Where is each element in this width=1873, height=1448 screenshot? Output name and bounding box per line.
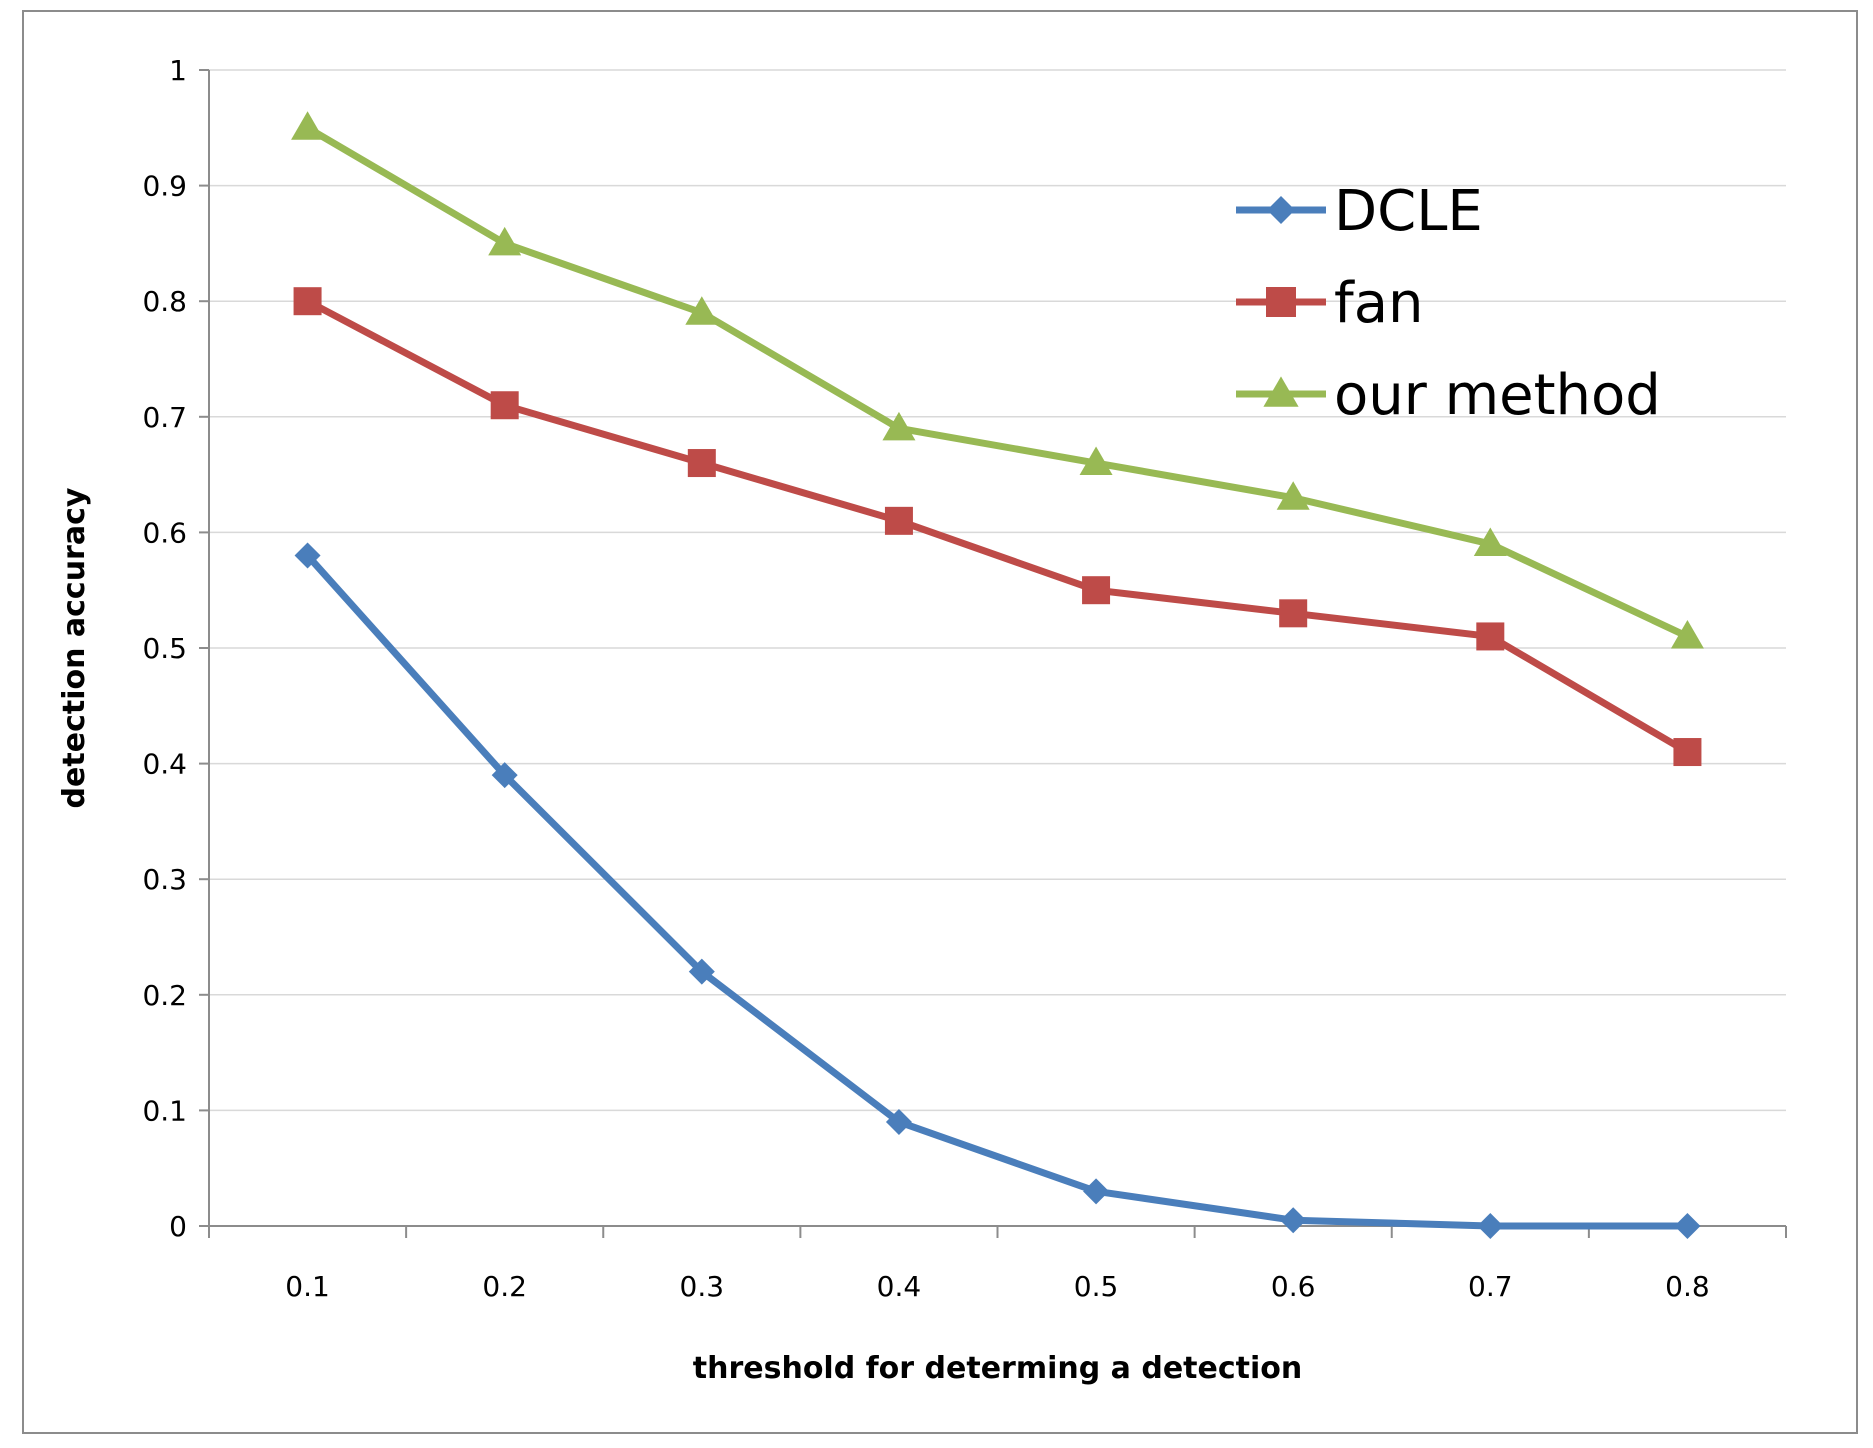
data-point-our-method [882, 411, 916, 441]
data-point-dcle [1280, 1207, 1307, 1234]
data-point-fan [687, 449, 716, 478]
y-tick-label: 0.6 [142, 516, 187, 549]
legend-marker-fan [1266, 287, 1296, 317]
y-tick-label: 0.3 [142, 863, 187, 896]
data-point-our-method [1079, 446, 1113, 476]
series-lines [304, 124, 1691, 1230]
data-point-our-method [291, 111, 325, 140]
series-line-fan [304, 297, 1691, 756]
series-line-our-method [304, 124, 1691, 640]
data-point-fan [1673, 738, 1702, 767]
y-axis-ticks: 0 0.1 0.2 0.3 0.4 0.5 0.6 0.7 0.8 0.9 1 [142, 54, 209, 1243]
data-point-our-method [488, 226, 522, 256]
legend-marker-our-method [1263, 376, 1299, 407]
data-point-our-method [685, 296, 719, 325]
series-line-dcle [304, 552, 1691, 1230]
y-tick-label: 0.4 [142, 748, 187, 781]
legend-item-our-method: our method [1236, 363, 1661, 428]
legend: DCLE fan our method [1236, 179, 1661, 428]
legend-item-fan: fan [1236, 271, 1424, 336]
data-point-fan [1279, 599, 1308, 628]
data-point-our-method [1473, 527, 1507, 556]
x-tick-label: 0.5 [1074, 1270, 1119, 1303]
legend-label-fan: fan [1334, 271, 1424, 336]
y-tick-label: 0.2 [142, 979, 187, 1012]
y-tick-label: 0.8 [142, 285, 187, 318]
x-tick-label: 0.4 [877, 1270, 922, 1303]
y-tick-label: 0 [169, 1210, 187, 1243]
series-markers [291, 111, 1704, 1239]
legend-label-dcle: DCLE [1334, 179, 1483, 244]
data-point-fan [490, 391, 519, 420]
data-point-fan [884, 506, 913, 535]
x-tick-label: 0.8 [1665, 1270, 1710, 1303]
x-tick-label: 0.2 [482, 1270, 527, 1303]
line-chart: 00.10.20.30.40.50.60.70.80.91 0.1 0.2 0.3 0… [57, 54, 1787, 1386]
legend-marker-dcle [1267, 196, 1295, 224]
y-axis-title: detection accuracy [57, 487, 92, 808]
data-point-our-method [1670, 619, 1704, 649]
data-point-fan [1082, 576, 1111, 605]
y-tick-label: 0.1 [142, 1094, 187, 1127]
data-point-dcle [885, 1108, 912, 1135]
x-axis-ticks: 0.1 0.2 0.3 0.4 0.5 0.6 0.7 0.8 [208, 1226, 1787, 1303]
x-tick-label: 0.1 [285, 1270, 330, 1303]
legend-item-dcle: DCLE [1236, 179, 1483, 244]
data-point-fan [1476, 622, 1505, 651]
x-tick-label: 0.7 [1468, 1270, 1513, 1303]
data-point-dcle [491, 762, 518, 789]
y-tick-label: 0.7 [142, 401, 187, 434]
x-tick-label: 0.6 [1271, 1270, 1316, 1303]
legend-label-our-method: our method [1334, 363, 1661, 428]
y-tick-label: 1 [169, 54, 187, 87]
data-point-dcle [1674, 1213, 1701, 1239]
data-point-our-method [1276, 481, 1310, 510]
data-point-fan [293, 287, 322, 316]
gridlines [209, 69, 1786, 1112]
x-tick-label: 0.3 [680, 1270, 725, 1303]
y-tick-label: 0.5 [142, 632, 187, 665]
chart-frame: 0 0.1 0.2 0.3 0.4 0.5 0.6 0.7 0.8 0.9 1 0.1 0.2 0.3 0… [22, 10, 1858, 1434]
data-point-dcle [294, 542, 321, 569]
x-axis-title: threshold for determing a detection [693, 1351, 1302, 1386]
y-tick-label: 0.9 [142, 170, 187, 203]
data-point-dcle [1083, 1178, 1110, 1205]
data-point-dcle [688, 958, 715, 985]
data-point-dcle [1477, 1213, 1504, 1239]
